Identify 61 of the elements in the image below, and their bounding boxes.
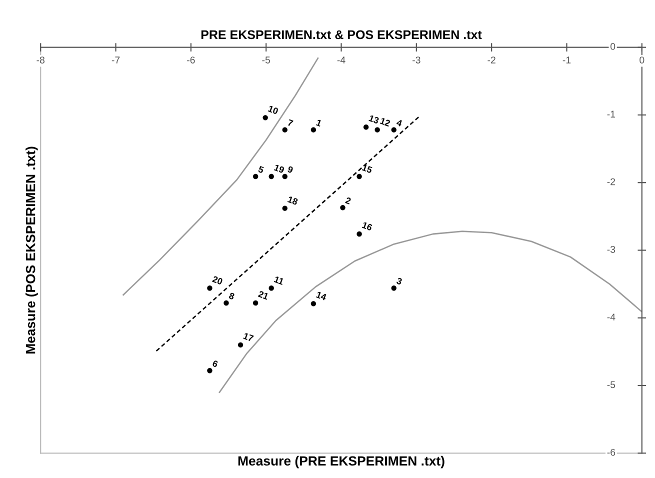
annotation: 20	[212, 276, 223, 285]
point	[282, 206, 288, 211]
x-tick-label: -8	[36, 56, 45, 64]
annotation: 19	[274, 164, 285, 174]
x-tick-label: -5	[262, 56, 270, 64]
point	[374, 127, 380, 132]
annotation: 6	[212, 360, 218, 368]
point	[238, 342, 244, 348]
point	[310, 301, 316, 306]
annotation: 8	[228, 292, 235, 300]
annotation: 21	[258, 290, 269, 300]
y-tick-label: -3	[607, 246, 616, 253]
point	[391, 286, 396, 291]
annotation: 11	[274, 276, 284, 285]
point	[356, 174, 362, 180]
point	[391, 127, 396, 132]
point	[207, 286, 212, 291]
chart-title: PRE EKSPERIMEN.txt & POS EKSPERIMEN .txt	[201, 30, 482, 40]
point	[252, 174, 258, 180]
x-tick-label: -4	[337, 56, 346, 64]
x-tick-label: -7	[112, 56, 120, 64]
annotation: 16	[362, 222, 373, 231]
point	[268, 174, 274, 180]
y-tick-label: -6	[607, 448, 616, 456]
point	[268, 286, 274, 291]
x-tick-label: 0	[640, 56, 644, 64]
point	[207, 368, 212, 374]
annotation: 4	[396, 119, 403, 127]
point	[310, 127, 316, 132]
y-tick-label: -1	[607, 110, 616, 118]
annotation: 10	[268, 105, 279, 114]
point	[224, 300, 229, 306]
annotation: 9	[287, 166, 294, 174]
annotation: 1	[316, 119, 322, 127]
annotation: 18	[287, 196, 298, 206]
annotation: 14	[316, 291, 327, 300]
point	[282, 127, 288, 132]
point	[363, 124, 369, 130]
point	[262, 115, 268, 120]
point	[340, 205, 346, 210]
annotation: 3	[396, 277, 402, 285]
x-tick-label: -1	[562, 56, 571, 64]
annotation: 17	[243, 332, 254, 342]
annotation: 15	[362, 164, 373, 174]
annotation: 7	[287, 119, 294, 127]
x-tick-label: -2	[488, 56, 496, 64]
annotation: 2	[345, 196, 352, 204]
x-axis-title: Measure (PRE EKSPERIMEN .txt)	[238, 456, 444, 468]
annotation: 12	[380, 118, 391, 127]
y-tick-label: -4	[607, 314, 616, 320]
x-tick-label: -6	[187, 56, 195, 64]
annotation: 5	[258, 166, 264, 174]
y-tick-label: 0	[610, 43, 616, 50]
point	[282, 174, 288, 180]
annotation: 13	[368, 114, 380, 124]
y-tick-label: -2	[607, 178, 616, 186]
point	[252, 300, 258, 306]
point	[356, 231, 362, 237]
y-tick-label: -5	[607, 381, 616, 388]
y-axis-title: Measure (POS EKSPERIMEN .txt)	[26, 146, 38, 354]
x-tick-label: -3	[412, 56, 420, 64]
